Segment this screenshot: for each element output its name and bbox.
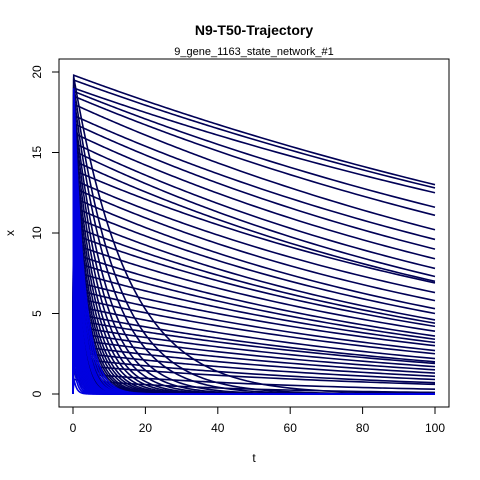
trajectory-line-slow-4	[72, 94, 436, 395]
trajectory-line-slow-1	[72, 78, 436, 395]
y-tick-label-15: 15	[30, 146, 44, 160]
x-axis-label: t	[252, 451, 256, 465]
trajectory-line-slow-10	[72, 149, 436, 395]
trajectory-line-slow-5	[72, 102, 436, 395]
trajectory-line-medium-1	[72, 84, 436, 395]
trajectory-line-medium-0	[72, 76, 436, 395]
x-tick-label-80: 80	[356, 421, 370, 435]
trajectory-line-slow-0	[72, 74, 436, 395]
y-tick-label-20: 20	[30, 65, 44, 79]
trajectory-line-slow-13	[72, 178, 436, 395]
y-axis-label: x	[3, 230, 17, 236]
chart-subtitle: 9_gene_1163_state_network_#1	[174, 46, 333, 58]
trajectory-line-slow-15	[72, 196, 436, 395]
y-tick-label-10: 10	[30, 226, 44, 240]
y-tick-label-5: 5	[30, 310, 44, 317]
series-layer	[72, 74, 436, 395]
y-tick-label-0: 0	[30, 390, 44, 397]
trajectory-line-slow-7	[72, 122, 436, 395]
x-tick-label-100: 100	[425, 421, 445, 435]
trajectory-line-fast-18	[72, 377, 435, 395]
trajectory-line-slow-8	[72, 131, 436, 395]
chart-title: N9-T50-Trajectory	[195, 22, 313, 38]
trajectory-line-slow-9	[72, 141, 436, 395]
trajectory-line-slow-2	[72, 86, 436, 395]
y-axis: 0 5 10 15 20	[30, 65, 60, 397]
x-tick-label-20: 20	[139, 421, 153, 435]
x-axis: 0 20 40 60 80 100	[70, 406, 445, 435]
x-tick-label-40: 40	[211, 421, 225, 435]
trajectory-line-slow-6	[72, 114, 436, 395]
trajectory-line-medium-2	[72, 94, 436, 395]
x-tick-label-0: 0	[70, 421, 77, 435]
x-tick-label-60: 60	[284, 421, 298, 435]
trajectory-line-slow-3	[72, 90, 436, 395]
